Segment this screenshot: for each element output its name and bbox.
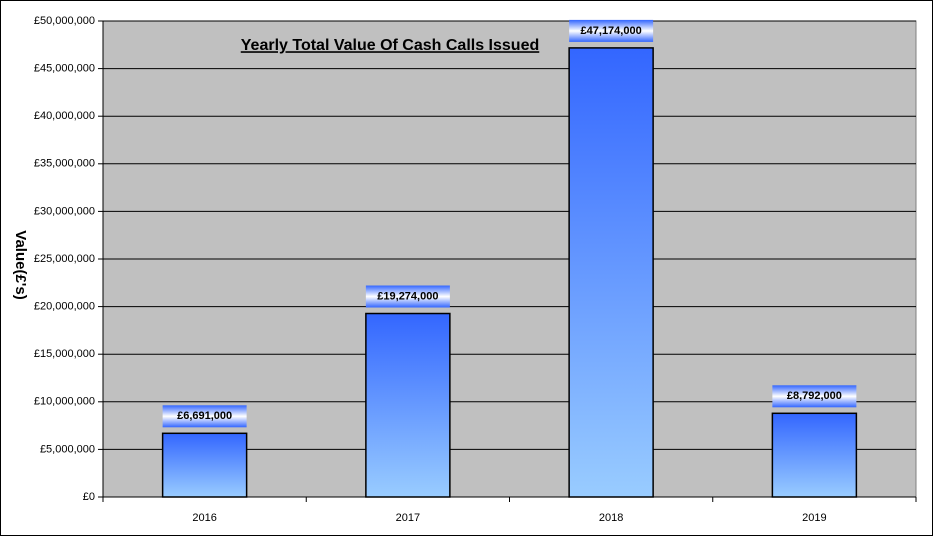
bar xyxy=(568,47,654,498)
y-tick-label: £15,000,000 xyxy=(34,348,95,360)
y-axis-label: Value(£'s) xyxy=(12,230,29,299)
chart-title: Yearly Total Value Of Cash Calls Issued xyxy=(241,37,540,54)
bar xyxy=(365,312,451,498)
y-tick-label: £0 xyxy=(83,491,95,503)
y-tick-label: £10,000,000 xyxy=(34,396,95,408)
y-tick-label: £40,000,000 xyxy=(34,110,95,122)
value-label: £6,691,000 xyxy=(177,410,232,422)
value-label-box xyxy=(772,385,857,408)
y-tick-label: £30,000,000 xyxy=(34,205,95,217)
y-tick-label: £25,000,000 xyxy=(34,253,95,265)
x-tick-label: 2018 xyxy=(599,512,623,524)
value-label: £8,792,000 xyxy=(787,390,842,402)
bar xyxy=(161,432,248,498)
x-tick-label: 2017 xyxy=(396,512,420,524)
value-label: £47,174,000 xyxy=(581,25,642,37)
y-tick-label: £35,000,000 xyxy=(34,158,95,170)
value-label-box xyxy=(569,19,654,42)
value-label: £19,274,000 xyxy=(377,290,438,302)
bar xyxy=(771,412,858,498)
value-label-box xyxy=(162,405,247,428)
x-tick-label: 2019 xyxy=(802,512,826,524)
y-tick-label: £50,000,000 xyxy=(34,15,95,27)
y-tick-label: £5,000,000 xyxy=(40,443,95,455)
y-tick-label: £20,000,000 xyxy=(34,301,95,313)
x-tick-label: 2016 xyxy=(192,512,216,524)
y-tick-label: £45,000,000 xyxy=(34,63,95,75)
value-label-box xyxy=(365,285,450,308)
